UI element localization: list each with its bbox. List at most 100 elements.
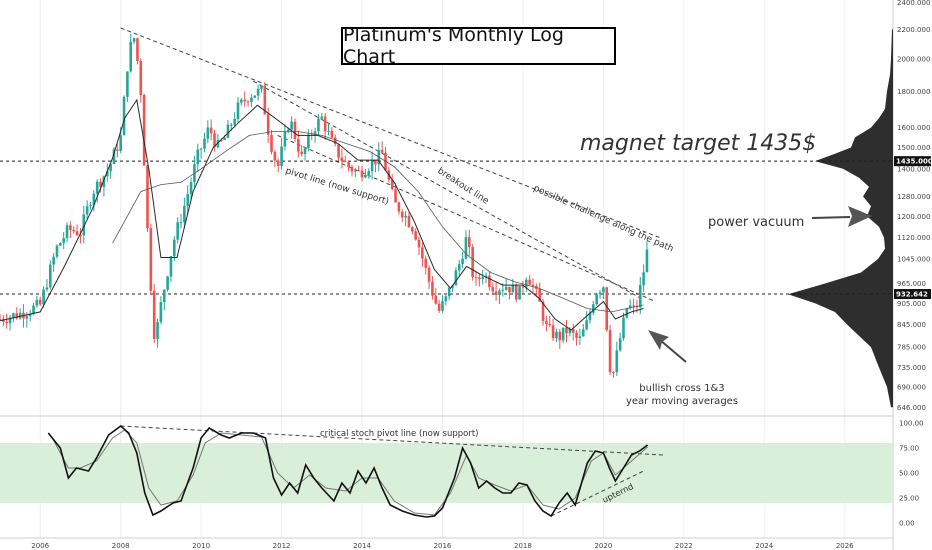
candle-body bbox=[478, 277, 481, 279]
candle-body bbox=[236, 102, 240, 119]
candle-body bbox=[354, 170, 357, 172]
candle-body bbox=[411, 227, 414, 232]
candle-body bbox=[467, 237, 471, 248]
price-label: 932.642 bbox=[896, 291, 928, 299]
arrow-bullish-cross bbox=[648, 330, 687, 363]
candle-body bbox=[213, 133, 216, 148]
price-label-box bbox=[894, 289, 931, 300]
stoch-y-tick-label: 75.00 bbox=[899, 445, 919, 453]
y-tick-label: 646.000 bbox=[897, 404, 926, 412]
annotation-bullish-2: year moving averages bbox=[626, 396, 738, 407]
candle-body bbox=[129, 41, 133, 72]
candle-body bbox=[112, 149, 116, 164]
candle-body bbox=[149, 228, 153, 291]
candle-body bbox=[243, 99, 247, 102]
candle-body bbox=[592, 304, 595, 313]
candle-body bbox=[35, 299, 39, 306]
candle-body bbox=[280, 146, 283, 167]
candle-body bbox=[364, 174, 367, 178]
candle-body bbox=[558, 331, 562, 341]
stoch-y-tick-label: 50.00 bbox=[899, 470, 919, 478]
candle-body bbox=[183, 205, 186, 223]
candle-body bbox=[8, 317, 12, 324]
candle-body bbox=[139, 60, 143, 96]
candle-body bbox=[263, 85, 267, 115]
candle-body bbox=[5, 321, 9, 324]
candle-body bbox=[400, 211, 404, 218]
candle-body bbox=[116, 149, 119, 151]
candle-body bbox=[317, 118, 320, 132]
candle-body bbox=[595, 294, 598, 305]
candle-body bbox=[92, 193, 96, 206]
candle-body bbox=[414, 231, 417, 240]
candle-body bbox=[615, 350, 619, 373]
candle-body bbox=[79, 235, 82, 237]
candle-body bbox=[457, 264, 461, 271]
candle-body bbox=[565, 327, 568, 334]
x-tick-label: 2018 bbox=[514, 542, 532, 550]
chart-title: Platinum's Monthly Log Chart bbox=[341, 24, 616, 68]
candle-body bbox=[260, 85, 263, 89]
candle-body bbox=[226, 124, 230, 138]
candle-body bbox=[548, 324, 552, 326]
candle-body bbox=[608, 330, 612, 372]
candle-body bbox=[417, 239, 421, 248]
candle-body bbox=[189, 182, 193, 195]
candle-body bbox=[179, 222, 183, 224]
x-tick-label: 2008 bbox=[112, 542, 130, 550]
candle-body bbox=[25, 316, 29, 319]
candle-body bbox=[313, 131, 317, 135]
candle-body bbox=[538, 288, 541, 302]
candle-body bbox=[142, 95, 146, 166]
candle-body bbox=[488, 275, 491, 288]
candle-body bbox=[297, 138, 300, 152]
candle-body bbox=[484, 275, 488, 278]
candle-body bbox=[59, 243, 62, 246]
candle-body bbox=[441, 301, 444, 311]
candle-body bbox=[199, 148, 203, 150]
candle-body bbox=[109, 163, 112, 172]
candle-body bbox=[173, 239, 176, 257]
candle-body bbox=[266, 114, 270, 135]
candle-body bbox=[528, 279, 531, 285]
candle-body bbox=[253, 95, 257, 98]
candles bbox=[0, 34, 649, 378]
candle-body bbox=[561, 327, 565, 341]
candle-body bbox=[645, 249, 649, 273]
candle-body bbox=[498, 290, 501, 295]
candle-body bbox=[246, 101, 250, 103]
candle-body bbox=[69, 225, 72, 230]
candle-body bbox=[370, 160, 374, 172]
candle-body bbox=[454, 270, 458, 286]
candle-body bbox=[162, 289, 166, 303]
candle-body bbox=[250, 97, 253, 103]
candle-body bbox=[105, 171, 109, 177]
candle-body bbox=[588, 312, 592, 321]
price-label-box bbox=[894, 156, 931, 167]
stoch-trendline bbox=[550, 470, 644, 517]
annotation-breakout: breakout line bbox=[435, 166, 490, 207]
y-tick-label: 845.000 bbox=[897, 321, 926, 329]
candle-body bbox=[625, 308, 629, 318]
candle-body bbox=[585, 320, 588, 330]
candle-body bbox=[206, 127, 210, 139]
ma-fast-line bbox=[0, 98, 644, 331]
candle-body bbox=[444, 296, 448, 302]
candle-body bbox=[146, 165, 149, 229]
candle-body bbox=[52, 256, 55, 265]
candle-body bbox=[72, 229, 76, 232]
trendline bbox=[120, 27, 660, 239]
trendlines bbox=[120, 27, 664, 517]
candle-body bbox=[276, 160, 280, 167]
candle-body bbox=[223, 137, 226, 140]
candle-body bbox=[273, 151, 277, 161]
x-tick-label: 2016 bbox=[434, 542, 452, 550]
y-tick-label: 1600.000 bbox=[897, 124, 930, 132]
candle-body bbox=[45, 287, 49, 290]
trendline bbox=[253, 80, 644, 301]
arrow-power-vacuum bbox=[811, 206, 872, 227]
candle-body bbox=[85, 206, 89, 215]
y-tick-label: 1120.000 bbox=[897, 234, 930, 242]
candle-body bbox=[551, 325, 555, 339]
candle-body bbox=[122, 96, 126, 136]
